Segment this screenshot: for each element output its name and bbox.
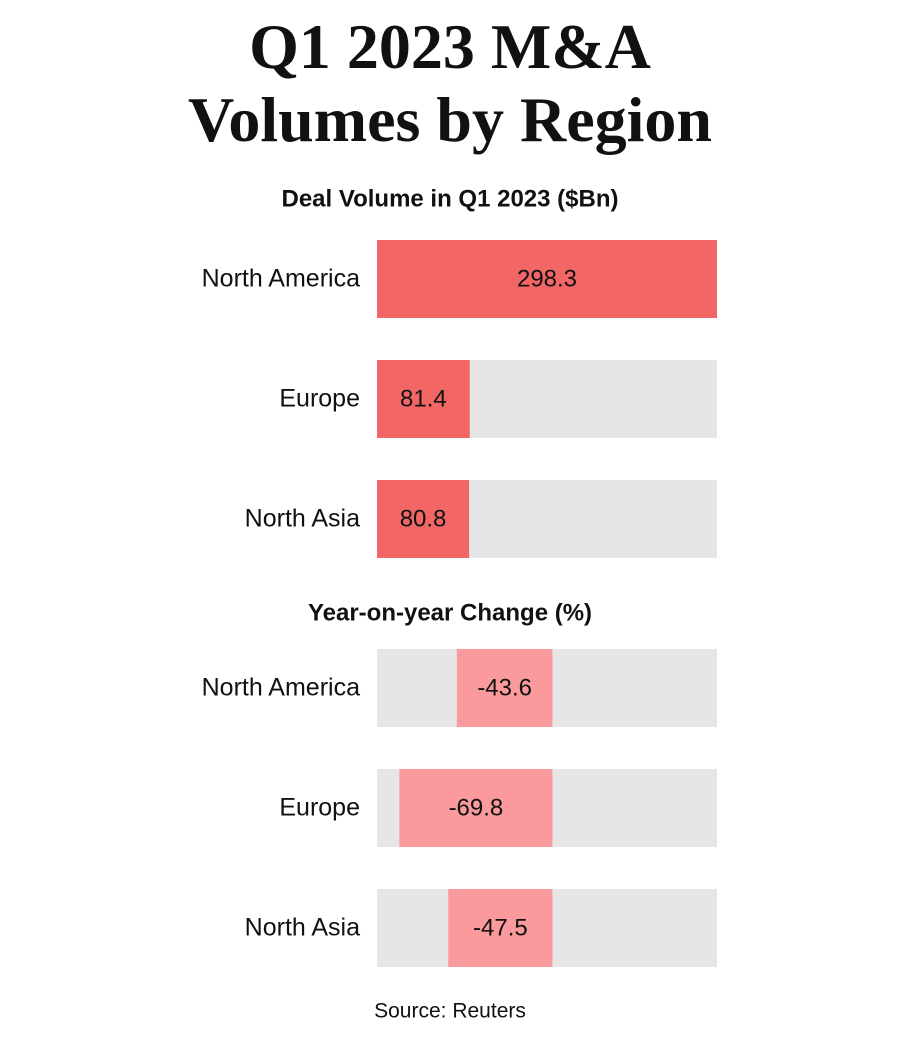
bar — [377, 360, 470, 438]
source: Source: Reuters — [374, 1000, 526, 1023]
chart-subtitle: Year-on-year Change (%) — [308, 599, 592, 626]
category-label: North America — [202, 265, 360, 293]
bar — [448, 889, 553, 967]
category-label: North Asia — [245, 914, 360, 942]
page-title: Q1 2023 M&A Volumes by Region — [188, 11, 712, 155]
value-label: 81.4 — [400, 385, 447, 412]
value-label: -69.8 — [449, 794, 504, 821]
value-label: 298.3 — [517, 265, 577, 292]
category-label: North Asia — [245, 505, 360, 533]
value-label: -43.6 — [477, 674, 532, 701]
value-label: 80.8 — [400, 505, 447, 532]
category-label: North America — [202, 674, 360, 702]
bar — [456, 649, 553, 727]
category-label: Europe — [279, 794, 360, 822]
bar — [377, 480, 470, 558]
chart-subtitle: Deal Volume in Q1 2023 ($Bn) — [282, 185, 619, 212]
category-label: Europe — [279, 385, 360, 413]
value-label: -47.5 — [473, 914, 528, 941]
bar — [377, 240, 717, 318]
bar — [399, 769, 553, 847]
